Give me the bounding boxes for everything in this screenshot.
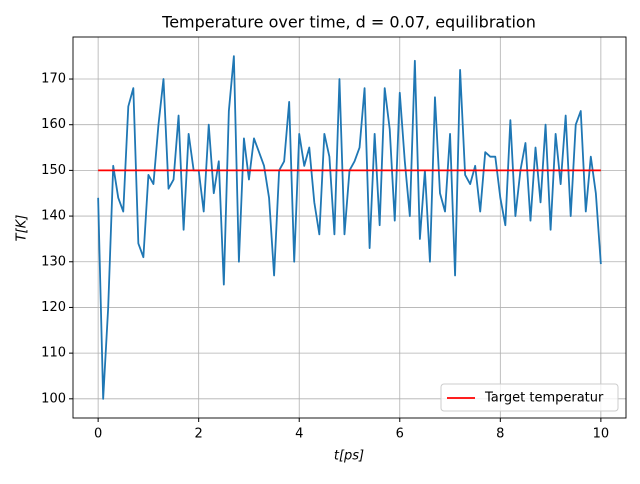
legend-label: Target temperatur	[484, 391, 604, 406]
y-tick-label: 110	[41, 346, 66, 361]
y-tick-label: 130	[41, 254, 66, 269]
legend-box	[440, 383, 619, 412]
plot-frame	[72, 36, 627, 419]
x-tick-label: 6	[396, 427, 404, 442]
line	[97, 55, 602, 400]
x-axis-label: t[ps]	[334, 449, 364, 464]
y-tick-label: 150	[41, 163, 66, 178]
x-tick-label: 4	[295, 427, 303, 442]
x-tick-label: 0	[94, 427, 102, 442]
y-tick-label: 160	[41, 117, 66, 132]
chart-title: Temperature over time, d = 0.07, equilib…	[161, 13, 536, 32]
y-tick-label: 140	[41, 209, 66, 224]
y-tick-label: 100	[41, 391, 66, 406]
y-tick-label: 170	[41, 72, 66, 87]
y-tick-label: 120	[41, 300, 66, 315]
x-tick-label: 10	[593, 427, 610, 442]
x-tick-label: 2	[195, 427, 203, 442]
x-tick-label: 8	[496, 427, 504, 442]
y-axis-label: T[K]	[15, 215, 30, 242]
